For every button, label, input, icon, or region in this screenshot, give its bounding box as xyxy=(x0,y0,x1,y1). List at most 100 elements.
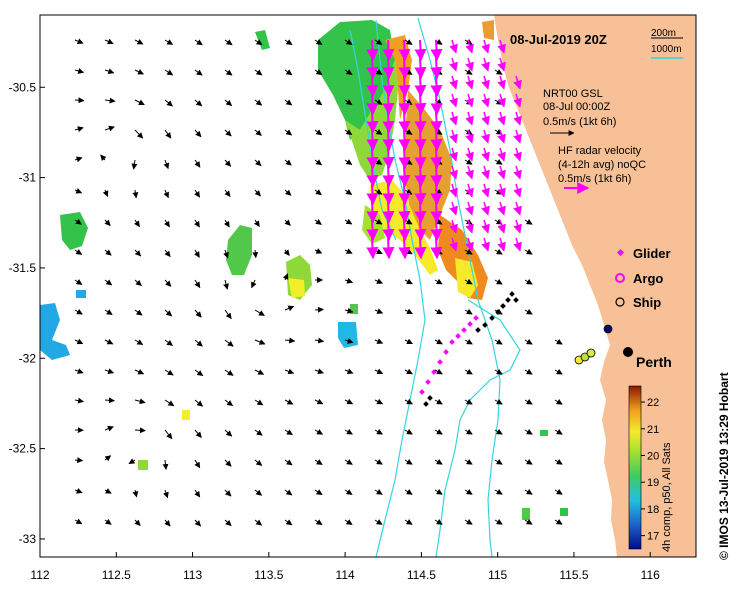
gsl-arrow xyxy=(164,399,175,407)
hf-arrow xyxy=(481,147,490,162)
gsl-arrow xyxy=(104,249,112,256)
y-tick-label: -33 xyxy=(19,532,37,546)
gsl-arrow xyxy=(74,518,83,525)
hf-arrow xyxy=(382,237,395,260)
gsl-arrow xyxy=(374,428,383,435)
gsl-arrow xyxy=(344,307,354,314)
gsl-arrow xyxy=(194,309,202,318)
x-tick-label: 115.5 xyxy=(559,568,588,582)
gsl-arrow xyxy=(104,425,114,432)
legend-glider: Glider xyxy=(633,246,671,261)
glider-position xyxy=(437,359,443,365)
glider-position xyxy=(473,315,479,321)
hf-arrow xyxy=(449,147,458,162)
colorbar-tick-label: 22 xyxy=(647,397,659,409)
gsl-arrow xyxy=(194,129,202,138)
gsl-arrow xyxy=(464,458,473,465)
gsl-arrow xyxy=(374,519,383,525)
gsl-arrow xyxy=(524,248,533,255)
hf-arrow xyxy=(382,129,395,152)
gsl-arrow xyxy=(74,457,84,464)
gsl-arrow xyxy=(132,489,139,498)
gsl-arrow xyxy=(104,518,112,525)
gsl-arrow xyxy=(254,339,266,345)
gsl-arrow xyxy=(104,309,113,316)
hf-arrow xyxy=(366,39,379,62)
hf-arrow xyxy=(382,219,395,242)
gsl-arrow xyxy=(314,248,323,254)
hf-arrow xyxy=(513,93,522,108)
gsl-arrow xyxy=(464,308,473,315)
hf-arrow xyxy=(513,111,522,126)
gsl-arrow xyxy=(74,68,85,74)
gsl-arrow xyxy=(524,458,533,465)
isobath-legend-1000m: 1000m xyxy=(651,44,682,55)
ship-position xyxy=(489,315,495,321)
colorbar-tick-label: 20 xyxy=(647,450,659,462)
gsl-arrow xyxy=(194,279,201,289)
gsl-arrow xyxy=(374,39,383,45)
gsl-arrow xyxy=(344,99,353,106)
gsl-arrow xyxy=(524,308,533,315)
gsl-arrow xyxy=(374,458,383,465)
hf-arrow xyxy=(398,147,411,170)
gsl-arrow xyxy=(524,368,533,375)
hf-arrow xyxy=(366,93,379,116)
gsl-arrow xyxy=(464,278,473,285)
hf-arrow xyxy=(398,57,411,80)
hf-arrow xyxy=(465,219,474,234)
gsl-arrow xyxy=(252,249,259,259)
hf-arrow xyxy=(430,237,443,260)
hf-arrow xyxy=(465,165,474,180)
gsl-arrow xyxy=(74,279,83,285)
gsl-arrow xyxy=(554,368,563,375)
ship-position xyxy=(495,309,501,315)
hf-arrow xyxy=(430,183,443,206)
gsl-arrow xyxy=(404,338,413,345)
gsl-arrow xyxy=(134,69,144,75)
hf-arrow xyxy=(430,129,443,152)
gsl-arrow xyxy=(74,248,83,255)
hf-arrow xyxy=(497,129,506,144)
x-tick-label: 114 xyxy=(336,568,355,582)
gsl-arrow xyxy=(224,369,234,376)
gsl-arrow xyxy=(254,399,264,406)
gsl-arrow xyxy=(104,397,115,404)
gsl-arrow xyxy=(494,458,503,465)
gsl-arrow xyxy=(74,97,85,104)
ship-position xyxy=(513,297,519,303)
gsl-arrow xyxy=(404,428,413,435)
gsl-arrow xyxy=(374,368,384,375)
gsl-arrow xyxy=(524,518,533,525)
gsl-arrow xyxy=(254,129,262,136)
gsl-arrow xyxy=(134,398,146,405)
gsl-arrow xyxy=(374,278,383,284)
hf-arrow xyxy=(366,129,379,152)
gsl-arrow xyxy=(434,428,443,435)
gsl-arrow xyxy=(374,308,384,314)
hf-arrow xyxy=(414,201,427,224)
gsl-arrow xyxy=(74,397,84,404)
ship-position xyxy=(475,327,481,333)
hf-arrow xyxy=(513,147,522,162)
hf-arrow xyxy=(414,183,427,206)
gsl-arrow xyxy=(134,519,141,527)
gsl-arrow xyxy=(104,38,114,45)
gsl-arrow xyxy=(134,38,144,45)
hf-arrow xyxy=(398,219,411,242)
hf-legend-subtitle: (4-12h avg) noQC xyxy=(558,159,646,171)
glider-track xyxy=(419,315,479,395)
hf-arrow xyxy=(366,201,379,224)
gsl-arrow xyxy=(524,218,533,225)
gsl-legend-scale: 0.5m/s (1kt 6h) xyxy=(543,116,616,128)
glider-position xyxy=(419,389,425,395)
gsl-arrow xyxy=(434,368,443,375)
hf-arrow xyxy=(430,57,443,80)
gsl-arrow xyxy=(314,337,325,344)
gsl-arrow xyxy=(164,339,173,346)
hf-arrow xyxy=(382,201,395,224)
gsl-arrow xyxy=(194,399,204,407)
gsl-arrow xyxy=(164,39,174,45)
gsl-arrow xyxy=(344,277,354,284)
gsl-arrow xyxy=(224,159,232,167)
